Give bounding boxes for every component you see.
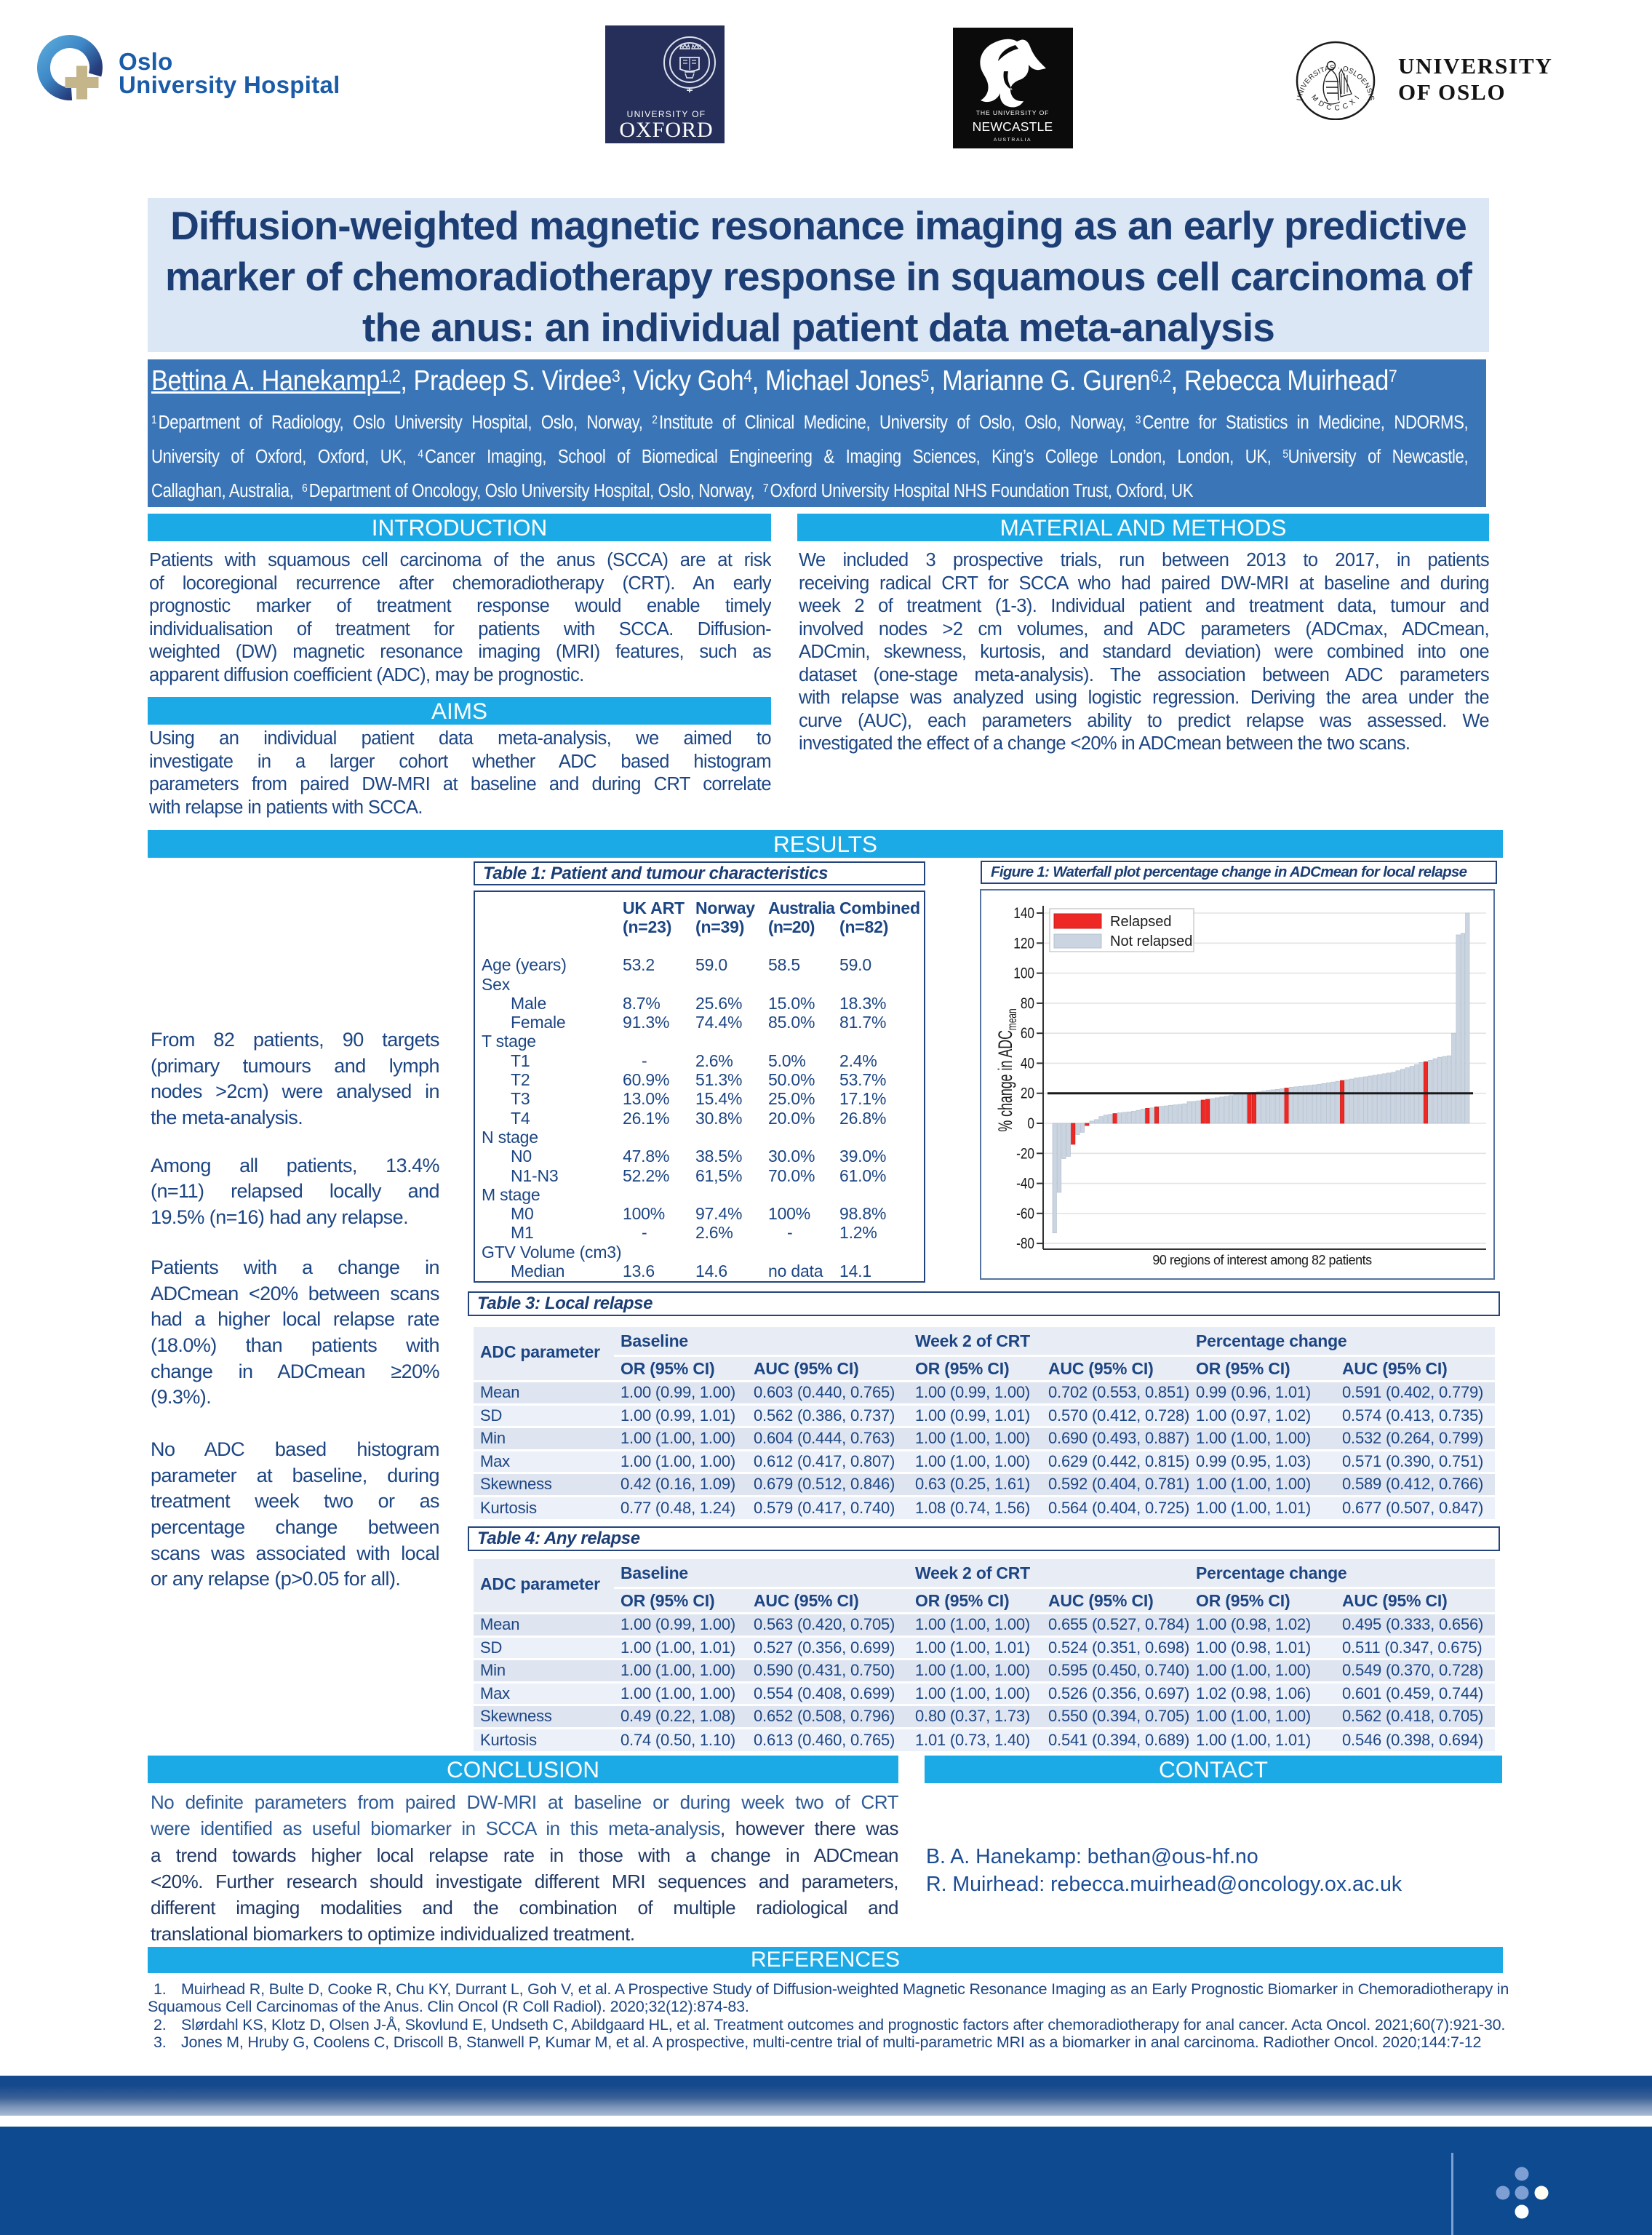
svg-text:UNIVERSITY OF: UNIVERSITY OF bbox=[627, 109, 706, 119]
svg-text:University Hospital: University Hospital bbox=[119, 71, 340, 98]
svg-text:THE UNIVERSITY OF: THE UNIVERSITY OF bbox=[976, 109, 1050, 116]
svg-text:OF OSLO: OF OSLO bbox=[1398, 79, 1506, 105]
svg-text:OXFORD: OXFORD bbox=[619, 118, 713, 142]
svg-text:NEWCASTLE: NEWCASTLE bbox=[973, 119, 1053, 134]
svg-text:Oslo: Oslo bbox=[119, 48, 173, 75]
svg-text:AUSTRALIA: AUSTRALIA bbox=[994, 138, 1031, 143]
svg-text:UNIVERSITY: UNIVERSITY bbox=[1398, 53, 1553, 79]
